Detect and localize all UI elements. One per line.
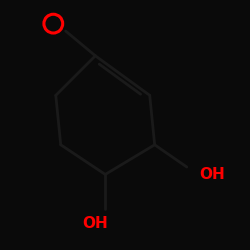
Text: OH: OH [199, 167, 225, 182]
Text: OH: OH [82, 216, 108, 232]
